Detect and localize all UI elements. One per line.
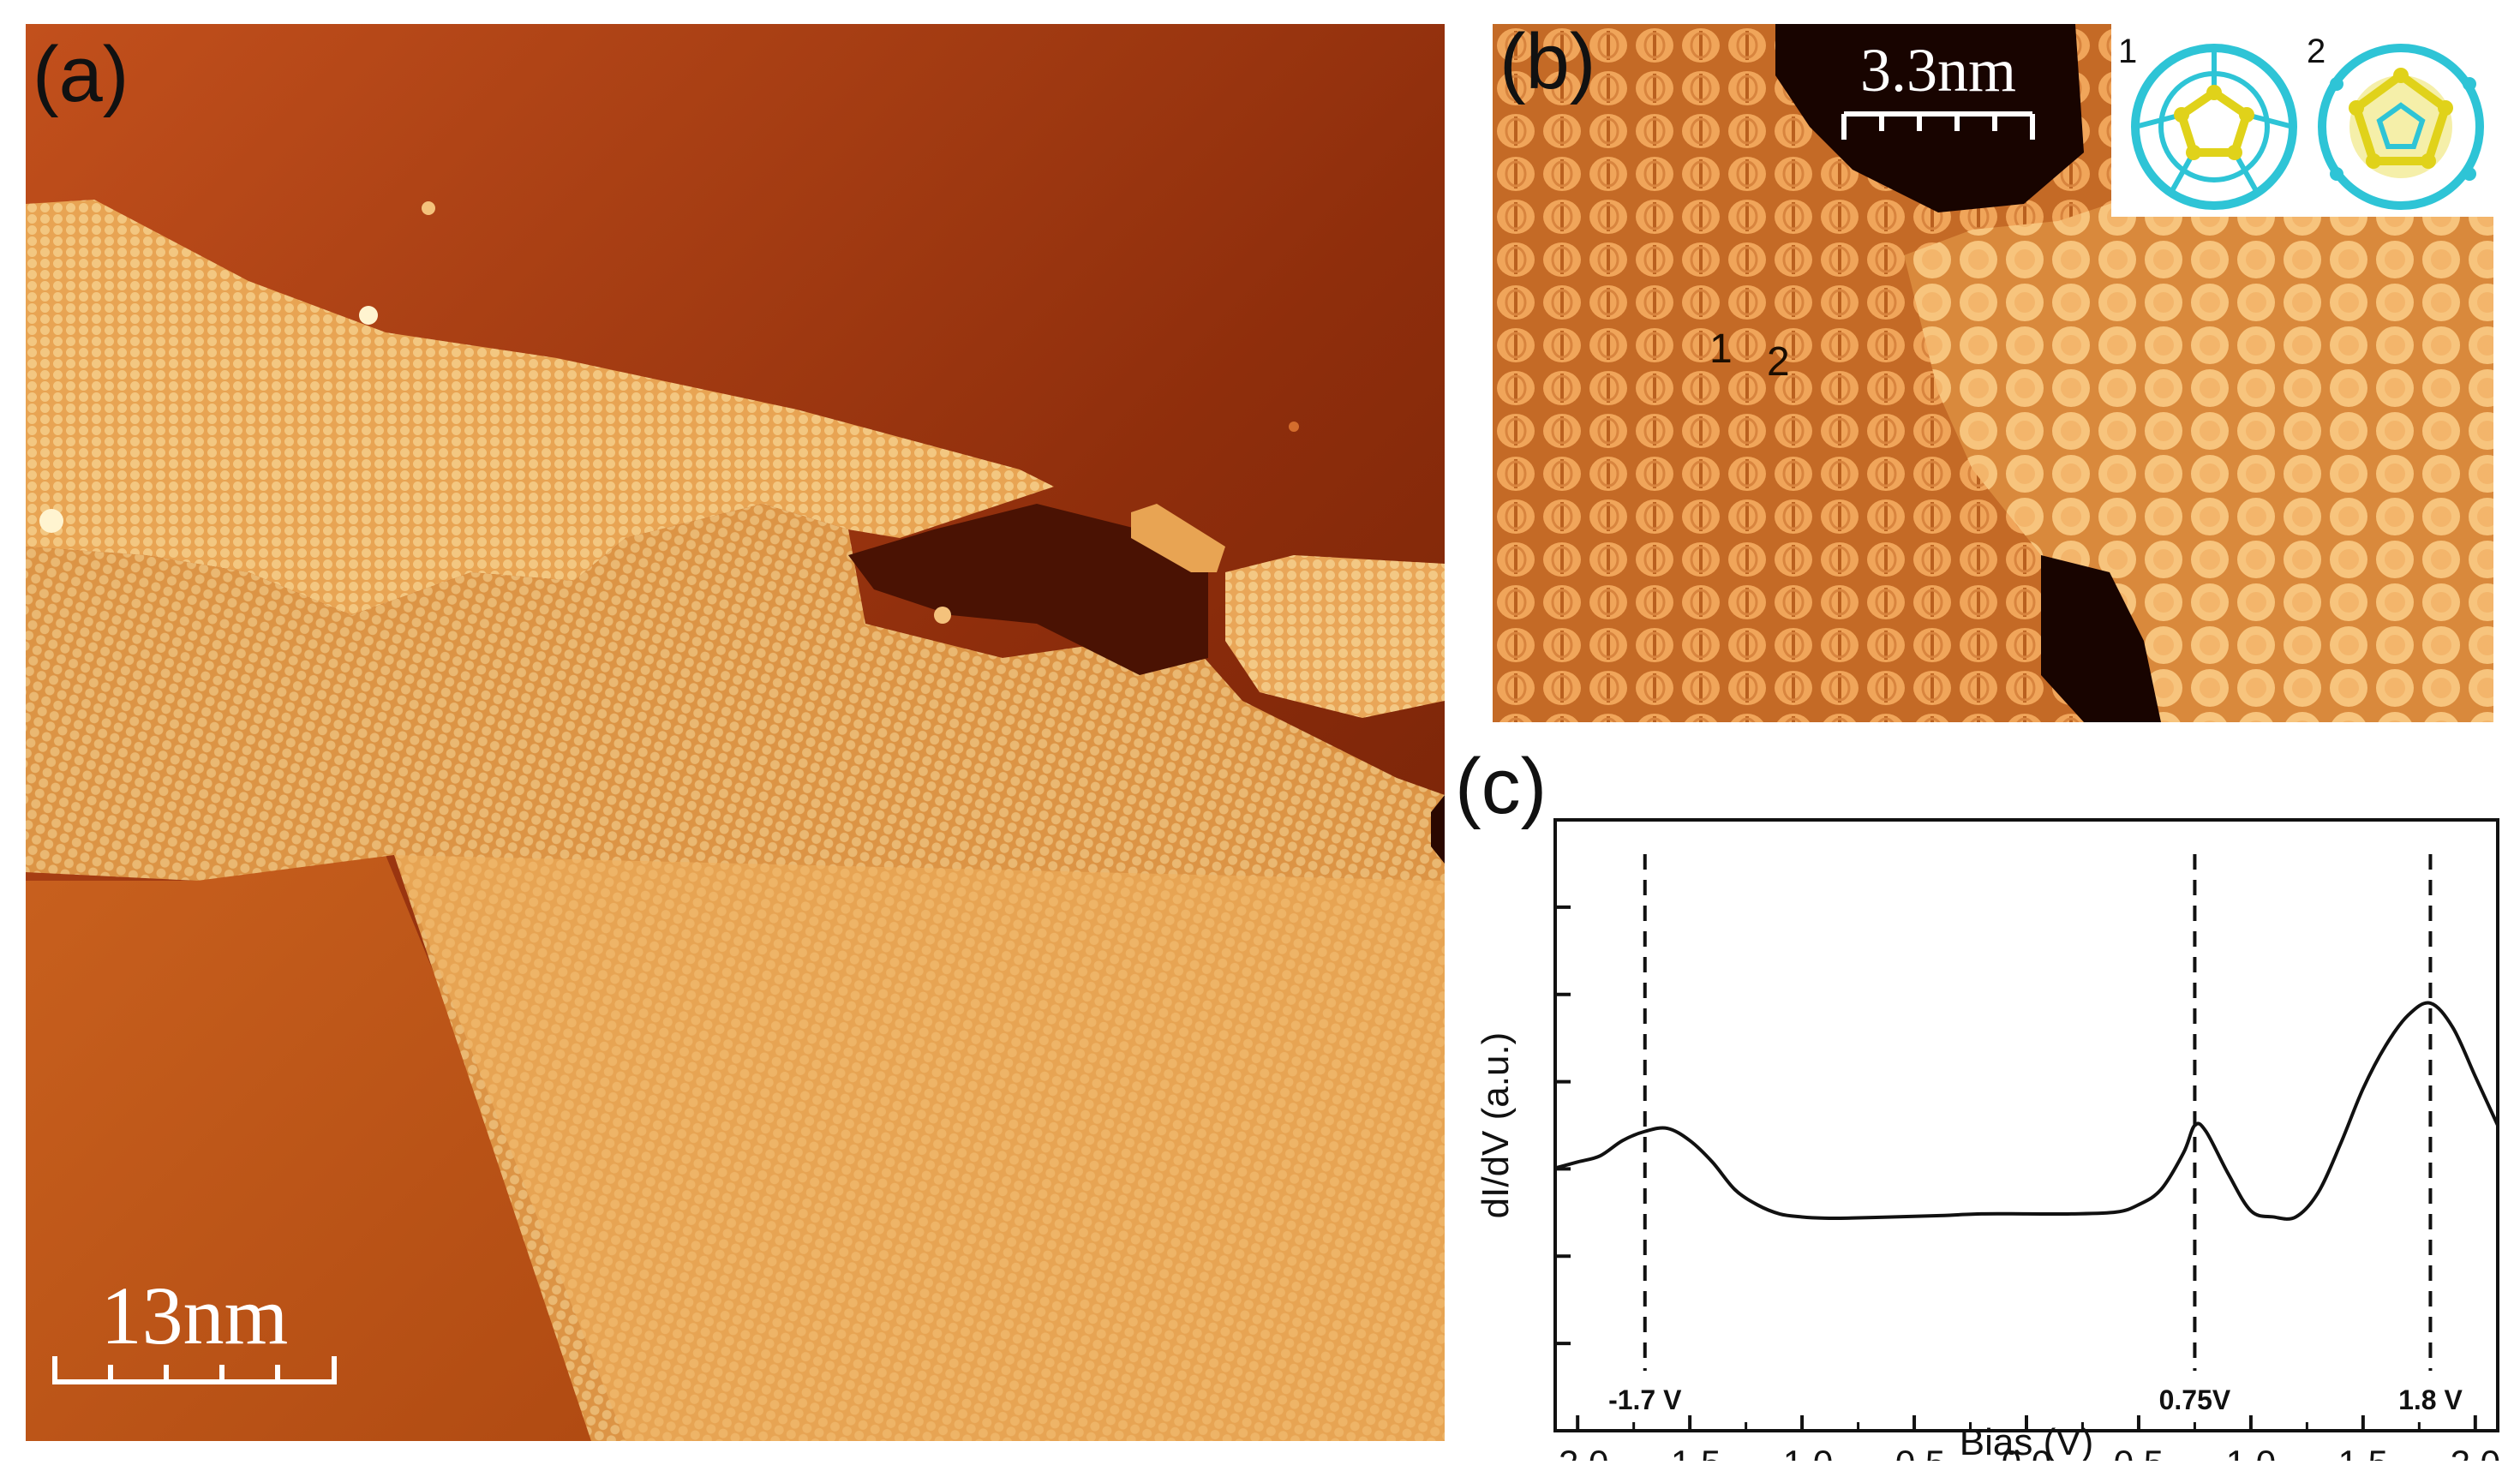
scale-bar-a-label: 13nm bbox=[101, 1270, 289, 1361]
peak-annotation: 1.8 V bbox=[2398, 1384, 2463, 1415]
spectrum-chart-svg: -2.0-1.5-1.0-0.50.00.51.01.52.0 -1.7 V0.… bbox=[1475, 818, 2500, 1465]
inset-label-1: 1 bbox=[2118, 33, 2137, 70]
molecule-inset: 1 2 bbox=[2111, 24, 2493, 217]
y-axis-label: dI/dV (a.u.) bbox=[1475, 1032, 1517, 1219]
panel-b-label: (b) bbox=[1499, 18, 1596, 105]
plot-frame bbox=[1553, 818, 2499, 1432]
dark-hole-top bbox=[1775, 24, 2084, 212]
panel-c-label: (c) bbox=[1455, 743, 1547, 830]
c60-model-1-icon bbox=[2131, 44, 2297, 210]
lower-terrace bbox=[26, 855, 626, 1441]
bright-domain bbox=[1904, 144, 2493, 722]
spectrum-chart: -2.0-1.5-1.0-0.50.00.51.01.52.0 -1.7 V0.… bbox=[1448, 743, 2511, 1465]
bright-adsorbate bbox=[39, 509, 63, 533]
inset-label-2: 2 bbox=[2307, 33, 2325, 70]
x-tick-label: 0.5 bbox=[2114, 1443, 2164, 1461]
c60-model-2-icon bbox=[2318, 44, 2484, 210]
dark-hole-bottom bbox=[2041, 555, 2161, 722]
stm-image-a-graphic: 13nm (a) bbox=[26, 24, 1445, 1441]
peak-guides: -1.7 V 0.75V 1.8 V bbox=[1608, 854, 2463, 1415]
panel-a-label: (a) bbox=[33, 31, 129, 118]
scale-bar-a: 13nm bbox=[52, 1270, 337, 1384]
x-tick-label: -2.0 bbox=[1547, 1443, 1608, 1461]
scale-bar-b: 3.3nm bbox=[1841, 36, 2035, 140]
x-axis-label: Bias (V) bbox=[1960, 1421, 2093, 1461]
x-tick-label: -1.5 bbox=[1659, 1443, 1721, 1461]
peak-annotation: 0.75V bbox=[2159, 1384, 2231, 1415]
didv-curve bbox=[1554, 1001, 2499, 1221]
stm-image-a: 13nm (a) bbox=[26, 24, 1445, 1441]
stm-image-b-graphic: 3.3nm 1 2 1 bbox=[1493, 24, 2493, 722]
x-tick-label: -0.5 bbox=[1883, 1443, 1945, 1461]
x-tick-label: 2.0 bbox=[2451, 1443, 2500, 1461]
marker-1: 1 bbox=[1709, 326, 1733, 372]
x-tick-label: -1.0 bbox=[1771, 1443, 1833, 1461]
x-tick-label: 1.0 bbox=[2226, 1443, 2276, 1461]
peak-annotation: -1.7 V bbox=[1608, 1384, 1682, 1415]
dark-hole bbox=[848, 504, 1208, 675]
marker-2: 2 bbox=[1767, 339, 1790, 385]
x-tick-label: 1.5 bbox=[2338, 1443, 2388, 1461]
y-ticks bbox=[1555, 905, 1571, 1346]
scale-bar-b-label: 3.3nm bbox=[1860, 36, 2016, 105]
stm-image-b: 3.3nm 1 2 1 bbox=[1493, 18, 2493, 722]
